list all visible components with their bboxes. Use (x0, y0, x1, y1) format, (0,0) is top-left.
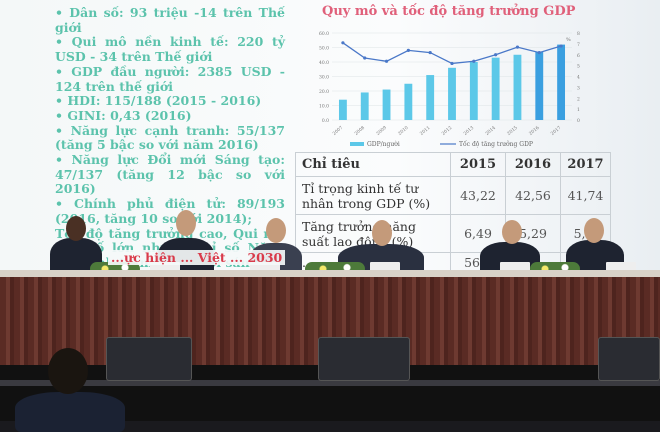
x-tick-label: 2015 (506, 125, 519, 137)
panelist-head (584, 218, 604, 243)
y-tick-label-left: 50.0 (319, 46, 329, 52)
legend-swatch-bar (350, 142, 364, 146)
stage-edge (0, 380, 660, 386)
line-point (494, 53, 498, 57)
y-tick-label-right: 5 (577, 64, 580, 70)
bullet: • HDI: 115/188 (2015 - 2016) (55, 93, 262, 109)
cell: Tỉ trọng kinh tế tư nhân trong GDP (%) (295, 176, 451, 215)
line-point (472, 59, 476, 63)
bullet: • GDP đầu người: 2385 USD - 124 trên thế… (55, 63, 285, 94)
line-point (559, 44, 563, 48)
y-tick-label-left: 10.0 (319, 104, 329, 110)
bullet: • Năng lực Đổi mới Sáng tạo: 47/137 (tăn… (55, 152, 285, 197)
line-point (515, 45, 520, 49)
x-tick-label: 2013 (462, 125, 475, 137)
table-header-row: Chỉ tiêu 2015 2016 2017 (295, 152, 611, 177)
bar (557, 44, 566, 120)
x-tick-label: 2007 (332, 125, 345, 137)
bullet: • Qui mô nền kinh tế: 220 tỷ USD - 34 tr… (55, 34, 285, 65)
y-tick-label-right: 0 (577, 118, 580, 124)
bar (535, 51, 544, 120)
bullet: • Chính phủ điện tử: 89/193 (2016, tăng … (55, 196, 285, 226)
table-row: Tăng trưởng năng suất lao động (%) 6,49 … (295, 214, 611, 253)
line-point (341, 41, 345, 45)
bar (448, 67, 456, 120)
legend-label: Tốc độ tăng trưởng GDP (459, 141, 533, 148)
table-row: Tỉ trọng kinh tế tư nhân trong GDP (%) 4… (295, 176, 611, 215)
audience-head (48, 348, 88, 394)
line-series (342, 42, 562, 65)
y-tick-label-left: 20.0 (319, 89, 329, 95)
bullet: • GINI: 0,43 (2016) (55, 107, 192, 123)
y-tick-label-right: 7 (577, 42, 580, 48)
panelist-head (176, 210, 196, 236)
bar (382, 89, 391, 120)
y-tick-label-right: 4 (577, 75, 580, 81)
y-tick-label-left: 40.0 (319, 60, 329, 66)
x-tick-label: 2012 (441, 125, 454, 137)
stage-monitor-speaker (106, 337, 192, 381)
bullet: • Dân số: 93 triệu -14 trên Thế giới (55, 5, 285, 35)
panelist-head (66, 216, 86, 241)
y-tick-label-left: 60.0 (319, 31, 329, 37)
header-cell: Chỉ tiêu (295, 152, 451, 177)
line-point (537, 50, 541, 55)
slide-bullet-list: • Dân số: 93 triệu -14 trên Thế giới • Q… (55, 5, 285, 285)
panelist-head (502, 220, 522, 244)
x-tick-label: 2009 (375, 125, 388, 137)
line-point (450, 61, 454, 66)
line-point (406, 48, 410, 52)
x-tick-label: 2008 (353, 125, 366, 137)
cell: 41,74 (560, 176, 611, 215)
gdp-chart: 0.0 10.0 20.0 30.0 40.0 50.0 60.0 0 1 2 3 4 5 6 7 8% 200… (319, 31, 580, 148)
y-tick-label-right: 2 (577, 96, 580, 102)
cell: 6,49 (450, 214, 506, 253)
stage-monitor-speaker (598, 337, 660, 381)
x-tick-label: 2014 (484, 125, 497, 137)
y-tick-label-right: 3 (577, 85, 580, 91)
bar (338, 99, 347, 120)
stage-monitor-speaker (318, 337, 410, 381)
bar (513, 54, 522, 120)
header-cell: 2017 (560, 152, 611, 177)
cell: 42,56 (505, 176, 561, 215)
header-cell: 2016 (505, 152, 561, 177)
bar (469, 62, 478, 120)
bar (404, 83, 413, 120)
y-tick-label-right: 1 (577, 107, 580, 113)
red-text: ...ực hiện ... Việt ... 2030 (108, 250, 286, 265)
cell: 43,22 (450, 176, 506, 215)
y-tick-label-right: 6 (577, 53, 580, 59)
bar (491, 57, 500, 120)
y-tick-label-left: 0.0 (322, 118, 329, 124)
line-point (428, 50, 432, 55)
line-point (363, 56, 367, 60)
legend-label: GDP/người (367, 141, 400, 148)
x-tick-label: 2017 (550, 125, 563, 137)
bar (360, 92, 369, 120)
right-axis-unit: % (566, 37, 571, 43)
audience-member (15, 392, 125, 432)
y-tick-label-left: 30.0 (319, 75, 329, 81)
panel-table-top (0, 270, 660, 279)
x-tick-label: 2011 (419, 125, 432, 137)
bullet: • Năng lực cạnh tranh: 55/137 (tăng 5 bậ… (55, 122, 285, 153)
header-cell: 2015 (450, 152, 506, 177)
panelist-head (372, 220, 392, 246)
y-tick-label-right: 8 (577, 31, 580, 37)
line-point (384, 59, 389, 63)
x-tick-label: 2016 (528, 125, 541, 137)
chart-title: Quy mô và tốc độ tăng trưởng GDP (322, 4, 576, 19)
panelist-head (266, 218, 286, 243)
x-tick-label: 2010 (397, 125, 410, 137)
bar (426, 75, 435, 120)
